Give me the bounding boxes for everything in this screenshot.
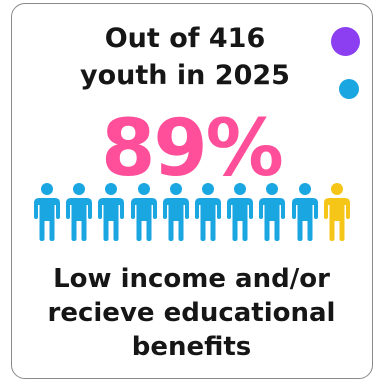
person-icon-highlighted (259, 183, 286, 241)
purple-dot-decoration (331, 27, 360, 56)
people-pictogram (33, 183, 359, 241)
person-icon-highlighted (162, 183, 189, 241)
person-icon-highlighted (227, 183, 254, 241)
person-icon-highlighted (66, 183, 93, 241)
card-heading: Out of 416 youth in 2025 (60, 20, 310, 94)
heading-line-2: youth in 2025 (80, 60, 290, 91)
infographic-card (11, 3, 373, 379)
card-caption: Low income and/or recieve educational be… (20, 262, 363, 364)
person-icon-highlighted (98, 183, 125, 241)
blue-dot-decoration (339, 79, 359, 99)
caption-line-2: recieve educational (47, 298, 336, 328)
caption-line-3: benefits (131, 332, 252, 362)
person-icon-highlighted (195, 183, 221, 241)
person-icon-highlighted (291, 183, 318, 241)
person-icon-other (323, 183, 350, 241)
person-icon-highlighted (130, 183, 157, 241)
heading-line-1: Out of 416 (104, 23, 266, 54)
person-icon-highlighted (34, 183, 60, 241)
caption-line-1: Low income and/or (53, 264, 330, 294)
percentage-stat: 89% (101, 104, 284, 194)
